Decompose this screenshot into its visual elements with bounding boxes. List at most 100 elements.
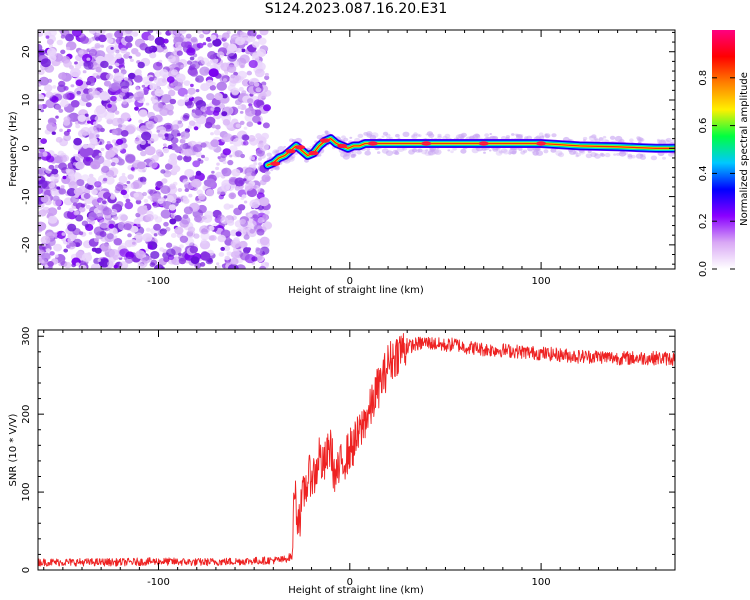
y-tick-label: 300 (21, 327, 32, 346)
track-halo-speckle (459, 135, 465, 140)
noise-speckle (156, 129, 160, 133)
noise-speckle (45, 91, 54, 98)
noise-speckle (133, 91, 145, 101)
noise-speckle (222, 160, 227, 165)
track-hot-spot (295, 145, 306, 150)
noise-speckle (129, 58, 134, 62)
noise-speckle (149, 133, 159, 142)
track-halo-speckle (425, 133, 429, 136)
noise-speckle (216, 262, 220, 266)
noise-speckle (179, 244, 184, 249)
noise-speckle (66, 188, 77, 197)
noise-speckle (210, 235, 217, 241)
noise-speckle (140, 150, 147, 157)
noise-speckle (38, 186, 43, 195)
noise-speckle (206, 79, 214, 87)
noise-speckle (254, 109, 262, 116)
noise-speckle (40, 109, 44, 113)
noise-speckle (255, 87, 262, 93)
noise-speckle (40, 58, 52, 68)
noise-speckle (38, 169, 44, 175)
noise-speckle (107, 38, 114, 44)
noise-speckle (121, 172, 126, 177)
noise-speckle (239, 120, 245, 125)
noise-speckle (189, 69, 198, 77)
noise-speckle (48, 164, 55, 170)
noise-speckle (92, 121, 98, 126)
noise-speckle (90, 263, 101, 269)
noise-speckle (183, 155, 192, 163)
noise-speckle (154, 71, 162, 78)
noise-speckle (149, 262, 156, 268)
noise-speckle (83, 60, 94, 70)
noise-speckle (147, 244, 153, 250)
noise-speckle (38, 209, 47, 217)
track-halo-speckle (616, 152, 620, 156)
noise-speckle (147, 123, 153, 128)
noise-speckle (143, 205, 147, 209)
noise-speckle (130, 225, 139, 233)
noise-speckle (196, 30, 202, 34)
noise-speckle (220, 246, 225, 251)
noise-speckle (250, 156, 256, 161)
track-halo-speckle (629, 138, 634, 142)
noise-speckle (110, 208, 118, 216)
noise-speckle (145, 248, 150, 252)
noise-speckle (123, 77, 129, 81)
track-halo-speckle (460, 148, 467, 154)
noise-speckle (234, 150, 243, 158)
noise-speckle (135, 212, 141, 218)
track-halo-speckle (589, 135, 593, 139)
noise-speckle (111, 139, 117, 144)
noise-speckle (60, 34, 66, 39)
noise-speckle (169, 183, 176, 190)
noise-speckle (62, 93, 71, 100)
noise-speckle (216, 162, 220, 166)
noise-speckle (210, 139, 220, 148)
noise-speckle (257, 157, 262, 161)
noise-speckle (183, 113, 190, 119)
noise-speckle (264, 75, 270, 81)
noise-speckle (153, 114, 163, 123)
noise-speckle (192, 160, 201, 168)
noise-speckle (160, 94, 172, 104)
noise-speckle (233, 71, 239, 76)
noise-speckle (38, 76, 50, 86)
noise-speckle (241, 134, 250, 141)
noise-speckle (113, 238, 123, 246)
noise-speckle (97, 204, 105, 211)
noise-speckle (240, 252, 250, 261)
track-halo-speckle (437, 133, 442, 137)
track-halo-speckle (594, 152, 598, 156)
noise-speckle (128, 72, 136, 80)
noise-speckle (259, 236, 270, 246)
noise-speckle (126, 180, 131, 185)
noise-speckle (188, 193, 193, 198)
track-halo-speckle (590, 152, 597, 158)
noise-speckle (248, 225, 253, 229)
noise-speckle (239, 218, 246, 225)
noise-speckle (239, 104, 247, 111)
noise-speckle (262, 122, 270, 129)
track-halo-speckle (609, 135, 616, 140)
colorbar-tick-label: 0.6 (698, 118, 709, 134)
noise-speckle (187, 60, 192, 65)
noise-speckle (114, 30, 124, 39)
track-halo-speckle (550, 148, 557, 153)
noise-speckle (100, 44, 104, 48)
track-halo-speckle (498, 150, 504, 154)
noise-speckle (224, 255, 231, 261)
noise-speckle (209, 85, 216, 91)
track-halo-speckle (544, 133, 551, 138)
noise-speckle (236, 47, 242, 53)
noise-speckle (199, 262, 206, 267)
snr-panel: -100 0 100 0 100 200 300 Height of straight li… (8, 327, 676, 596)
noise-speckle (38, 30, 44, 37)
track-halo-speckle (509, 148, 517, 155)
noise-speckle (38, 69, 45, 75)
noise-speckle (138, 119, 143, 124)
noise-speckle (49, 44, 53, 48)
noise-speckle (160, 209, 172, 219)
noise-speckle (223, 203, 231, 210)
noise-speckle (124, 35, 134, 43)
